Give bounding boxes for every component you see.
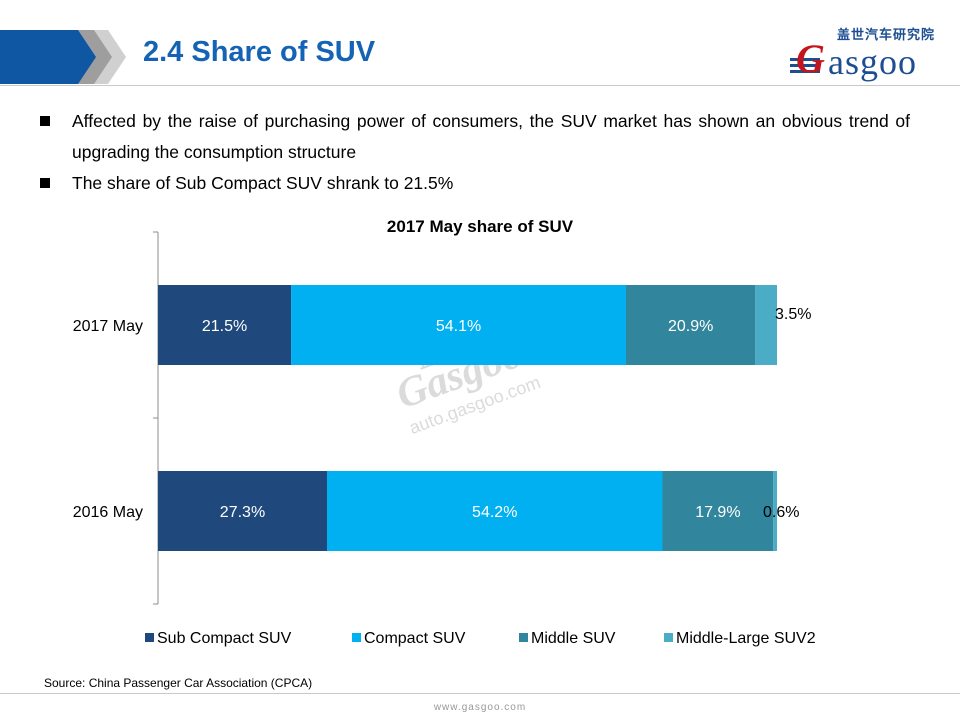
category-label: 2017 May	[73, 318, 143, 335]
gasgoo-logo: 盖世汽车研究院 G asgoo	[790, 24, 950, 84]
data-label: 3.5%	[775, 306, 811, 323]
data-label: 0.6%	[763, 504, 799, 521]
page-title: 2.4 Share of SUV	[143, 36, 376, 68]
bullet-text: Affected by the raise of purchasing powe…	[72, 111, 910, 162]
category-label: 2016 May	[73, 504, 143, 521]
bullet-square-icon	[40, 116, 50, 126]
bar-segment	[662, 471, 774, 551]
logo-wordmark: asgoo	[828, 42, 917, 82]
bar-segment	[326, 471, 663, 551]
bar-segment	[625, 285, 756, 365]
data-label: 27.3%	[220, 504, 265, 521]
header-band	[0, 30, 100, 84]
bullet-list: Affected by the raise of purchasing powe…	[40, 106, 910, 199]
logo-stripe	[790, 70, 820, 73]
logo-chinese-text: 盖世汽车研究院	[837, 28, 936, 43]
legend-swatch	[519, 633, 528, 642]
bar-segment	[158, 285, 292, 365]
bullet-square-icon	[40, 178, 50, 188]
chevron-decoration-icon	[78, 30, 126, 84]
logo-stripe	[790, 58, 820, 61]
footer-divider	[0, 693, 960, 694]
bar-segment	[291, 285, 626, 365]
bullet-item: Affected by the raise of purchasing powe…	[40, 106, 910, 168]
title-divider	[0, 85, 960, 86]
logo-stripe	[790, 64, 820, 67]
bar-segment	[755, 285, 777, 365]
chart-title: 2017 May share of SUV	[386, 217, 574, 236]
bullet-text: The share of Sub Compact SUV shrank to 2…	[72, 173, 454, 193]
source-note: Source: China Passenger Car Association …	[44, 676, 313, 690]
data-label: 21.5%	[202, 318, 247, 335]
footer-url: www.gasgoo.com	[433, 702, 527, 713]
data-label: 20.9%	[668, 318, 713, 335]
data-label: 17.9%	[695, 504, 740, 521]
legend-label: Sub Compact SUV	[157, 630, 292, 647]
logo-mark: G	[796, 36, 825, 81]
legend-label: Compact SUV	[364, 630, 466, 647]
data-label: 54.1%	[436, 318, 481, 335]
bullet-item: The share of Sub Compact SUV shrank to 2…	[40, 168, 910, 199]
legend-swatch	[352, 633, 361, 642]
legend-swatch	[145, 633, 154, 642]
bar-segment	[158, 471, 327, 551]
legend-label: Middle SUV	[531, 630, 616, 647]
legend-label: Middle-Large SUV2	[676, 630, 816, 647]
legend-swatch	[664, 633, 673, 642]
bar-segment	[773, 471, 777, 551]
data-label: 54.2%	[472, 504, 517, 521]
